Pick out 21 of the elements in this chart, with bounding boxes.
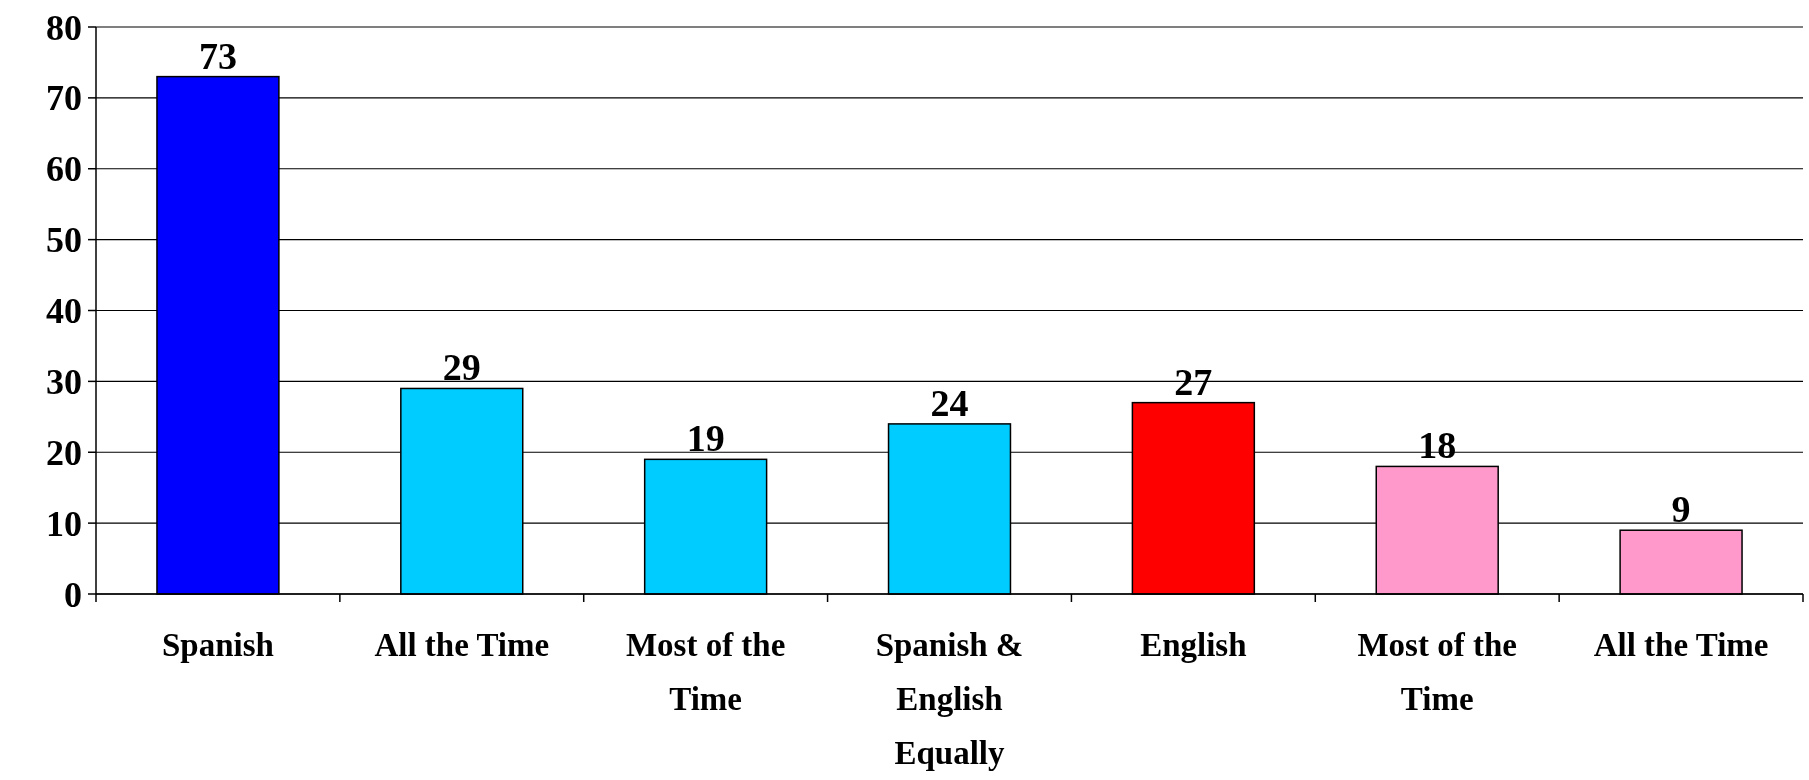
y-tick-label: 40 xyxy=(46,291,82,332)
data-label: 19 xyxy=(686,417,725,460)
x-tick-label: All the Time xyxy=(374,627,550,663)
data-label: 9 xyxy=(1671,488,1691,531)
y-tick-label: 60 xyxy=(46,149,82,190)
data-label: 29 xyxy=(442,346,481,389)
y-tick-label: 20 xyxy=(46,432,82,473)
y-tick-label: 10 xyxy=(46,503,82,544)
data-label: 24 xyxy=(930,381,969,424)
y-tick-label: 50 xyxy=(46,220,82,261)
y-tick-label: 70 xyxy=(46,78,82,119)
y-tick-label: 80 xyxy=(46,7,82,48)
x-tick-label: All the Time xyxy=(1593,627,1769,663)
x-tick-label: Most of the Time xyxy=(1357,627,1517,717)
y-tick-label: 30 xyxy=(46,361,82,402)
x-tick-label: Spanish & English Equally xyxy=(875,627,1024,771)
data-label: 73 xyxy=(198,34,237,77)
x-tick-label: Spanish xyxy=(161,627,274,663)
x-tick-label: English xyxy=(1140,627,1247,663)
x-tick-label: Most of the Time xyxy=(625,627,786,717)
y-tick-label: 0 xyxy=(64,574,82,615)
